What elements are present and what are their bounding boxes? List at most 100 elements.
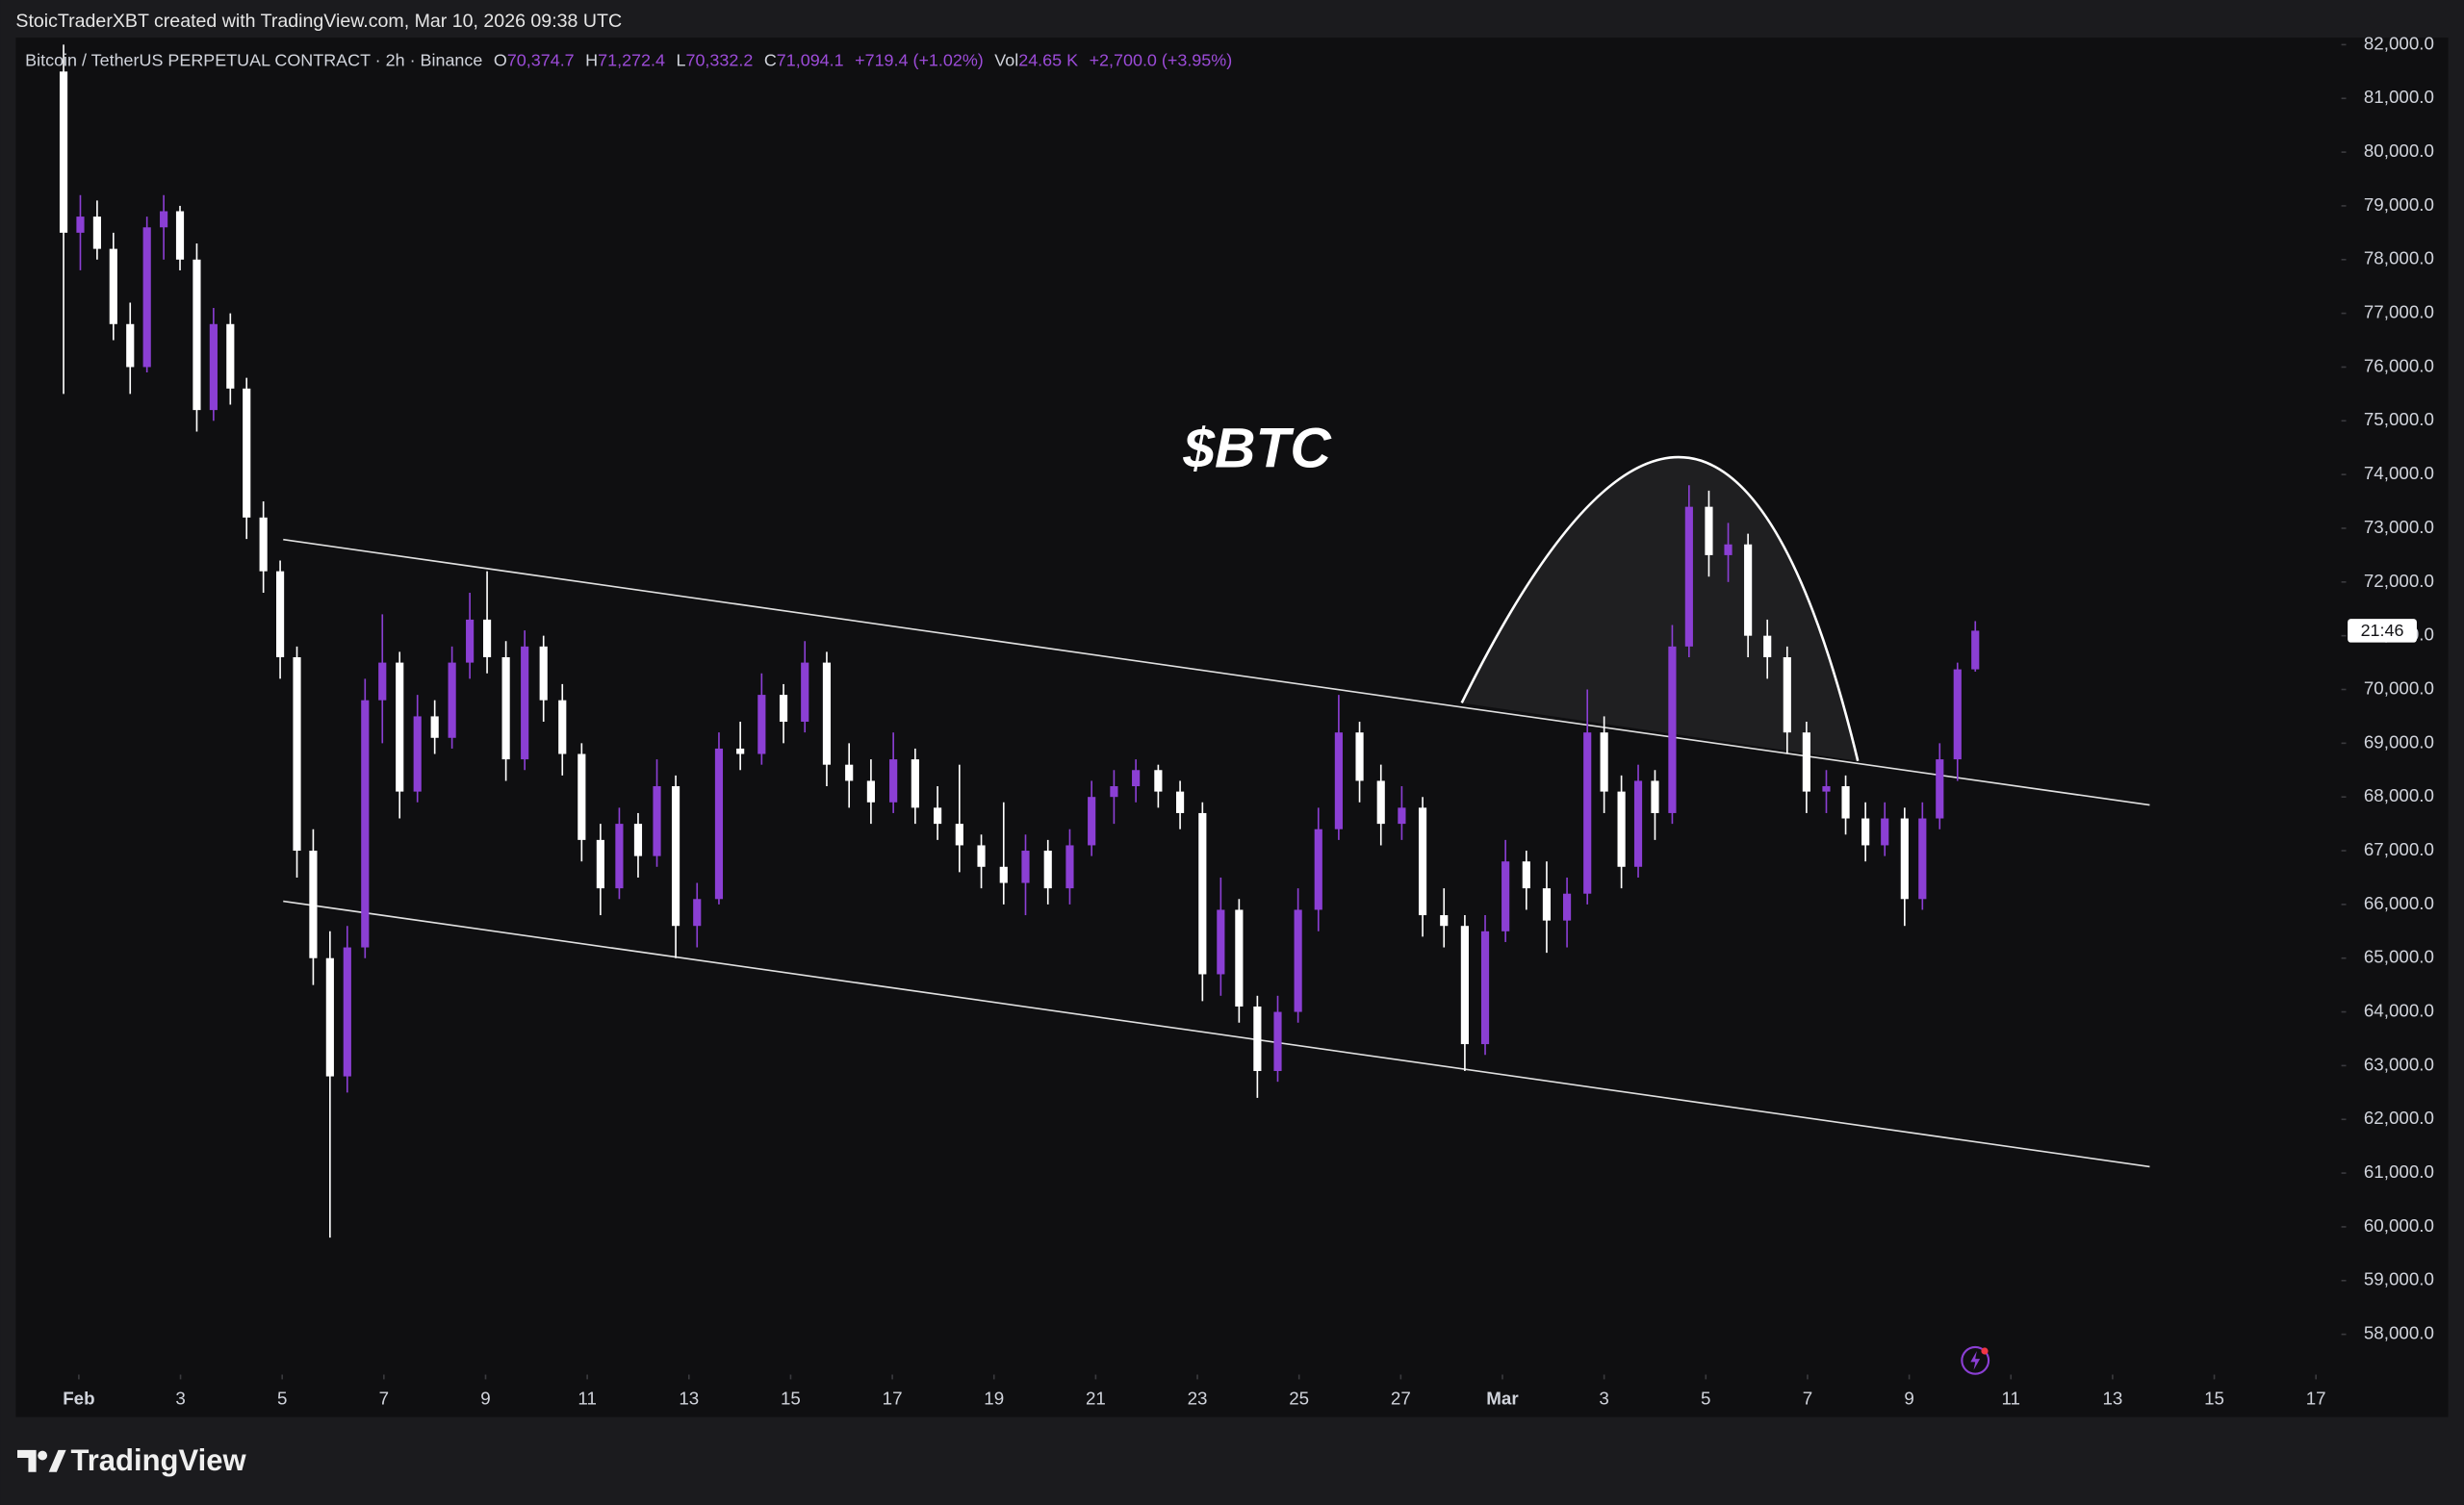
candle-body: [955, 824, 963, 846]
candle-body: [1132, 770, 1141, 787]
candle-body: [448, 662, 456, 738]
y-tick-label: 72,000.0: [2364, 571, 2434, 591]
candle-body: [1633, 780, 1643, 867]
candle-body: [482, 619, 492, 658]
candle-body: [1334, 732, 1343, 829]
ohlc-label: O: [494, 50, 507, 69]
candle-body: [1235, 909, 1244, 1007]
candle-body: [1294, 909, 1302, 1012]
x-tick-label: 13: [679, 1389, 699, 1409]
candle-body: [243, 388, 251, 518]
candle-body: [1480, 931, 1490, 1045]
x-tick-label: 21: [1086, 1389, 1106, 1409]
y-tick-label: 73,000.0: [2364, 517, 2434, 537]
y-tick-label: 65,000.0: [2364, 947, 2434, 967]
candle-body: [1110, 786, 1118, 798]
candle-body: [259, 517, 268, 572]
candle-body: [175, 211, 185, 260]
y-tick-label: 69,000.0: [2364, 731, 2434, 752]
candle-body: [1705, 506, 1713, 555]
x-tick-label: 19: [984, 1389, 1004, 1409]
y-tick-label: 67,000.0: [2364, 839, 2434, 859]
candle-body: [142, 227, 151, 368]
candle-body: [977, 845, 986, 867]
volume-label: Vol: [994, 50, 1018, 69]
alert-icon: [1961, 1345, 1990, 1375]
candle-body: [578, 753, 586, 840]
y-tick-label: 70,000.0: [2364, 677, 2434, 698]
trendline: [283, 900, 2150, 1168]
x-tick-label: 13: [2102, 1389, 2122, 1409]
y-tick-label: 63,000.0: [2364, 1054, 2434, 1074]
candle-body: [1562, 893, 1572, 921]
ohlc-label: L: [676, 50, 685, 69]
candle-body: [1971, 630, 1980, 670]
x-tick-label: 9: [1904, 1389, 1913, 1409]
y-tick-label: 75,000.0: [2364, 409, 2434, 429]
ohlc-label: H: [585, 50, 598, 69]
y-tick-label: 81,000.0: [2364, 87, 2434, 107]
candle-body: [596, 839, 604, 889]
candle-body: [1841, 786, 1850, 819]
attribution: StoicTraderXBT created with TradingView.…: [15, 11, 622, 32]
candle-body: [275, 571, 285, 658]
candle-body: [1881, 818, 1889, 846]
x-tick-label: 17: [883, 1389, 903, 1409]
candle-body: [911, 759, 919, 808]
candle-body: [1460, 926, 1469, 1045]
candle-body: [1175, 791, 1185, 813]
footer-logo: TradingView: [17, 1443, 246, 1477]
candle-body: [1217, 909, 1225, 975]
chart-pane: [15, 38, 2449, 1417]
candle-body: [633, 824, 643, 856]
x-tick-label: 3: [1599, 1389, 1608, 1409]
x-tick-label: 11: [578, 1389, 596, 1409]
x-tick-label: 15: [2204, 1389, 2224, 1409]
y-tick-label: 68,000.0: [2364, 785, 2434, 805]
x-tick-label: 25: [1289, 1389, 1309, 1409]
y-tick-label: 76,000.0: [2364, 355, 2434, 375]
candle-body: [1398, 807, 1406, 825]
x-tick-label: 7: [1803, 1389, 1812, 1409]
brand: TradingView: [71, 1443, 247, 1477]
candle-body: [160, 211, 168, 228]
candle-body: [1273, 1011, 1282, 1071]
candle-body: [889, 759, 898, 803]
price-label: 21:46: [2361, 621, 2404, 640]
x-tick-label: 23: [1188, 1389, 1208, 1409]
candle-body: [343, 947, 351, 1077]
candle-body: [1253, 1006, 1262, 1071]
plot: [59, 44, 2150, 1238]
x-tick-label: Feb: [63, 1389, 94, 1409]
candle-body: [736, 748, 745, 754]
candle-body: [999, 866, 1008, 883]
candle-body: [1088, 797, 1096, 846]
candle-body: [1936, 759, 1944, 819]
candle-body: [209, 323, 218, 411]
candle-body: [309, 851, 318, 958]
x-tick-label: 17: [2306, 1389, 2326, 1409]
candle-body: [361, 700, 370, 948]
candle-body: [1440, 915, 1449, 927]
candle-body: [1502, 861, 1510, 931]
candle-body: [413, 716, 422, 792]
x-tick-label: 11: [2001, 1389, 2019, 1409]
candle-body: [1542, 888, 1552, 921]
candle-body: [822, 662, 832, 765]
x-tick-label: 5: [1701, 1389, 1710, 1409]
candle-body: [1900, 818, 1909, 900]
ohlc-label: C: [764, 50, 777, 69]
candle-body: [1314, 829, 1322, 910]
x-tick-label: 15: [781, 1389, 801, 1409]
ohlc-value: 70,332.2: [685, 50, 753, 69]
y-tick-label: 61,000.0: [2364, 1161, 2434, 1182]
y-tick-label: 74,000.0: [2364, 463, 2434, 483]
candle-body: [866, 780, 875, 803]
y-tick-label: 66,000.0: [2364, 893, 2434, 913]
x-tick-label: 27: [1391, 1389, 1411, 1409]
candle-body: [1763, 635, 1772, 658]
candle-body: [466, 619, 475, 663]
candle-body: [226, 323, 235, 389]
candle-body: [1376, 780, 1385, 825]
